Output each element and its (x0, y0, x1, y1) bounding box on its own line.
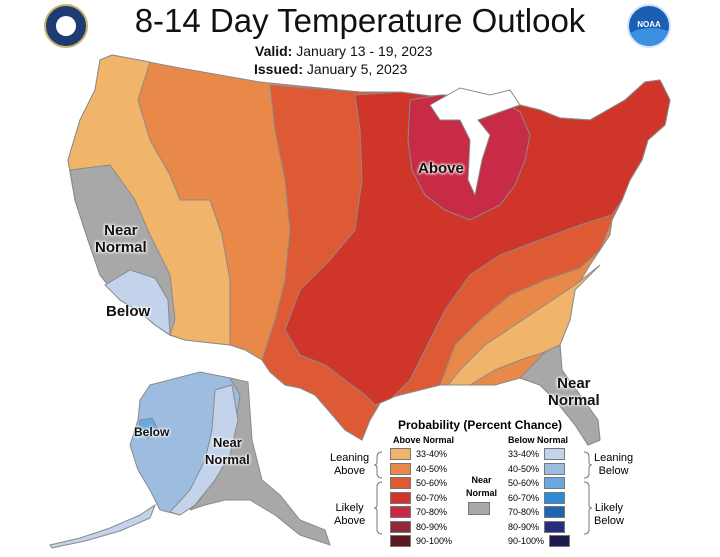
legend-likely-above: Likely Above (334, 502, 366, 527)
legend-below-row: 50-60% (508, 477, 570, 489)
legend-below-row: 70-80% (508, 506, 570, 518)
legend-above-swatch (390, 506, 411, 518)
legend-above-row: 50-60% (390, 477, 447, 489)
noaa-logo: NOAA (627, 4, 671, 48)
legend-above-label: 50-60% (416, 478, 448, 488)
legend-above-row: 80-90% (390, 520, 448, 533)
legend-below-label: 70-80% (508, 507, 540, 517)
legend-below-swatch (544, 448, 566, 460)
alaska-west-coast-below (137, 417, 159, 439)
alaska-leaning-below-band (169, 384, 239, 516)
legend-above-swatch (390, 462, 411, 475)
legend-below-label: 50-60% (508, 478, 540, 488)
legend-near-normal-swatch (468, 502, 490, 515)
legend-leaning-below: Leaning Below (594, 452, 634, 477)
legend-above-row: 90-100% (390, 535, 452, 547)
legend-below-row: 33-40% (508, 448, 570, 460)
legend-above-label: 40-50% (416, 463, 448, 474)
legend-below-swatch (544, 506, 566, 518)
alaska-aleutians (49, 503, 157, 549)
legend-above-swatch (390, 520, 411, 533)
label-above: Above (418, 160, 464, 177)
great-lakes-water (429, 87, 521, 197)
legend-below-swatch (544, 520, 566, 533)
valid-line: Valid: January 13 - 19, 2023 (255, 43, 432, 59)
legend-above-label: 80-90% (416, 521, 448, 532)
label-below-west: Below (106, 303, 151, 320)
legend-above-label: 70-80% (416, 507, 448, 517)
legend-below-label: 33-40% (508, 449, 540, 459)
legend-above-swatch (390, 491, 411, 504)
legend-below-label: 40-50% (508, 463, 540, 474)
legend-below-swatch (544, 477, 566, 489)
legend-above-row: 40-50% (390, 462, 448, 475)
legend-below-header: Below Normal (508, 435, 569, 445)
legend-below-row: 60-70% (508, 491, 570, 504)
legend-above-row: 60-70% (390, 491, 448, 504)
legend-below-row: 80-90% (508, 520, 570, 533)
legend-above-label: 90-100% (416, 536, 453, 546)
legend-below-label: 80-90% (508, 521, 540, 532)
legend-near-normal-label: Near Normal (466, 475, 498, 498)
commerce-seal-logo (44, 4, 88, 48)
legend-below-swatch (549, 535, 571, 547)
map-title: 8-14 Day Temperature Outlook (134, 2, 586, 39)
issued-label: Issued: (254, 61, 304, 77)
southern-california-below (104, 269, 171, 336)
southeast-leaning-above (446, 264, 601, 386)
florida-near-normal (519, 344, 601, 446)
issued-line: Issued: January 5, 2023 (254, 61, 407, 77)
central-us-60-70-band (284, 79, 671, 406)
legend-above-swatch (390, 535, 411, 547)
legend-above-row: 33-40% (390, 448, 447, 460)
legend-leaning-above: Leaning Above (330, 452, 370, 477)
legend-below-row: 40-50% (508, 462, 570, 475)
legend-title: Probability (Percent Chance) (398, 418, 563, 432)
legend-above-label: 33-40% (416, 449, 448, 459)
valid-label: Valid: (255, 43, 293, 59)
label-alaska-near-normal: Near Normal (205, 435, 250, 467)
legend-below-swatch (544, 462, 566, 475)
label-near-normal-west: Near Normal (95, 222, 147, 256)
legend-above-swatch (390, 477, 411, 489)
legend-above-row: 70-80% (390, 506, 447, 518)
label-near-normal-southeast: Near Normal (548, 375, 600, 409)
legend-below-label: 60-70% (508, 492, 540, 503)
noaa-logo-text: NOAA (637, 20, 661, 29)
label-alaska-below: Below (134, 425, 170, 439)
legend-above-swatch (390, 448, 411, 460)
legend-below-swatch (544, 491, 566, 504)
legend-below-row: 90-100% (508, 535, 575, 547)
legend-above-label: 60-70% (416, 492, 448, 503)
legend-below-label: 90-100% (508, 536, 545, 546)
valid-value: January 13 - 19, 2023 (296, 43, 433, 59)
issued-value: January 5, 2023 (306, 61, 408, 77)
legend-above-header: Above Normal (393, 435, 455, 445)
legend-likely-below: Likely Below (594, 502, 624, 527)
